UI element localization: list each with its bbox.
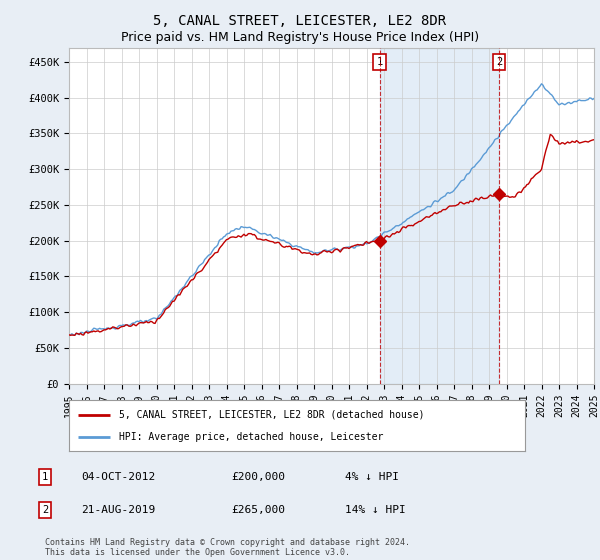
Text: £265,000: £265,000 bbox=[231, 505, 285, 515]
Text: 2: 2 bbox=[42, 505, 48, 515]
Bar bbox=[380, 48, 499, 384]
Text: 2: 2 bbox=[496, 57, 502, 67]
Text: £200,000: £200,000 bbox=[231, 472, 285, 482]
Text: 1: 1 bbox=[377, 57, 383, 67]
Text: 04-OCT-2012: 04-OCT-2012 bbox=[81, 472, 155, 482]
Text: Price paid vs. HM Land Registry's House Price Index (HPI): Price paid vs. HM Land Registry's House … bbox=[121, 31, 479, 44]
Text: 14% ↓ HPI: 14% ↓ HPI bbox=[345, 505, 406, 515]
Text: 5, CANAL STREET, LEICESTER, LE2 8DR (detached house): 5, CANAL STREET, LEICESTER, LE2 8DR (det… bbox=[119, 409, 425, 419]
Text: 5, CANAL STREET, LEICESTER, LE2 8DR: 5, CANAL STREET, LEICESTER, LE2 8DR bbox=[154, 14, 446, 28]
Text: 1: 1 bbox=[42, 472, 48, 482]
Text: 21-AUG-2019: 21-AUG-2019 bbox=[81, 505, 155, 515]
Text: 4% ↓ HPI: 4% ↓ HPI bbox=[345, 472, 399, 482]
Text: Contains HM Land Registry data © Crown copyright and database right 2024.
This d: Contains HM Land Registry data © Crown c… bbox=[45, 538, 410, 557]
Text: HPI: Average price, detached house, Leicester: HPI: Average price, detached house, Leic… bbox=[119, 432, 383, 442]
